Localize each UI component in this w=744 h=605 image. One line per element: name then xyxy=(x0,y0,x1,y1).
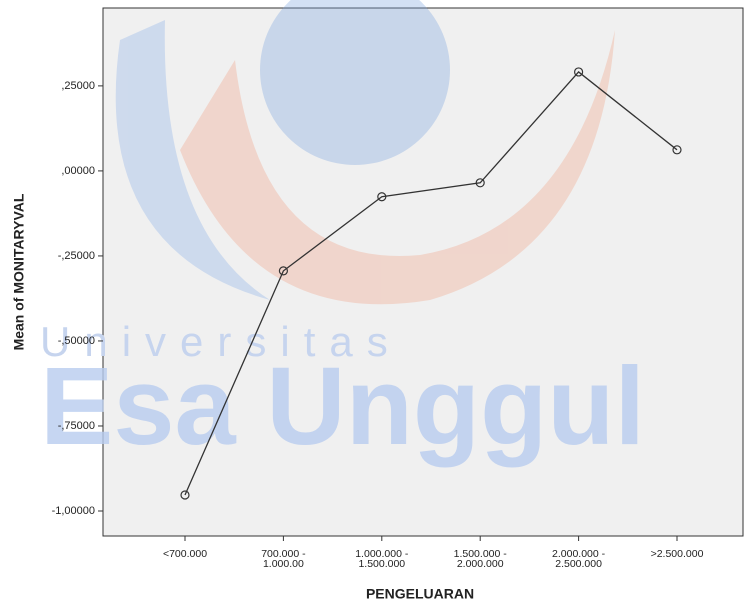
x-tick-label: 1.500.000 -2.000.000 xyxy=(454,548,508,570)
x-tick-label: 1.000.000 -1.500.000 xyxy=(355,548,409,570)
point xyxy=(672,145,682,155)
point xyxy=(475,178,485,188)
y-tick-label: ,00000 xyxy=(61,165,95,177)
y-tick-label: -,50000 xyxy=(58,335,95,347)
x-tick-line: 1.500.000 - xyxy=(454,548,508,560)
x-tick-line: 1.000.00 xyxy=(263,558,304,570)
watermark-text: Esa Unggul xyxy=(40,345,645,468)
watermark-arc-blue xyxy=(115,20,270,300)
watermark-circle xyxy=(260,0,450,165)
point xyxy=(180,490,190,500)
point xyxy=(377,192,387,202)
y-tick-label: ,25000 xyxy=(61,80,95,92)
watermark-arc xyxy=(180,30,615,305)
watermark-shapes xyxy=(115,0,615,305)
x-tick-label: >2.500.000 xyxy=(651,548,704,560)
y-tick-label: -,75000 xyxy=(58,420,95,432)
x-tick-line: >2.500.000 xyxy=(651,548,704,560)
watermark-text: Universitas xyxy=(40,318,402,365)
point xyxy=(573,67,584,77)
x-tick-label: 2.000.000 -2.500.000 xyxy=(552,548,606,570)
x-tick-line: 2.000.000 xyxy=(457,558,504,570)
y-axis-title: Mean of MONITARYVAL xyxy=(11,193,27,350)
x-tick-line: 2.500.000 xyxy=(555,558,602,570)
y-tick-label: -1,00000 xyxy=(52,505,95,517)
x-tick-line: 2.000.000 - xyxy=(552,548,606,560)
x-tick-label: 700.000 -1.000.00 xyxy=(261,548,306,570)
line xyxy=(184,71,678,496)
x-tick-label: <700.000 xyxy=(163,548,207,560)
point xyxy=(278,266,288,276)
x-tick-line: <700.000 xyxy=(163,548,207,560)
x-tick-line: 1.500.000 xyxy=(358,558,405,570)
x-tick-line: 700.000 - xyxy=(261,548,306,560)
x-tick-line: 1.000.000 - xyxy=(355,548,409,560)
y-tick-label: -,25000 xyxy=(58,250,95,262)
plot-area xyxy=(102,7,744,537)
x-axis-title: PENGELUARAN xyxy=(366,586,474,602)
